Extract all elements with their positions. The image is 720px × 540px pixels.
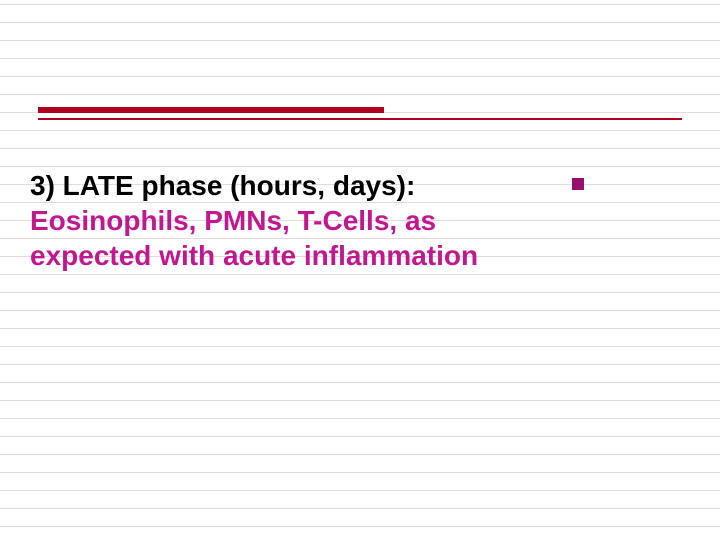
title-rule-thin — [38, 118, 682, 120]
title-rule-thick — [38, 107, 384, 113]
square-bullet-icon — [572, 178, 584, 190]
slide-heading: 3) LATE phase (hours, days): — [30, 170, 415, 201]
slide-body-text: Eosinophils, PMNs, T-Cells, as expected … — [30, 205, 478, 271]
slide-content: 3) LATE phase (hours, days): Eosinophils… — [30, 168, 550, 273]
